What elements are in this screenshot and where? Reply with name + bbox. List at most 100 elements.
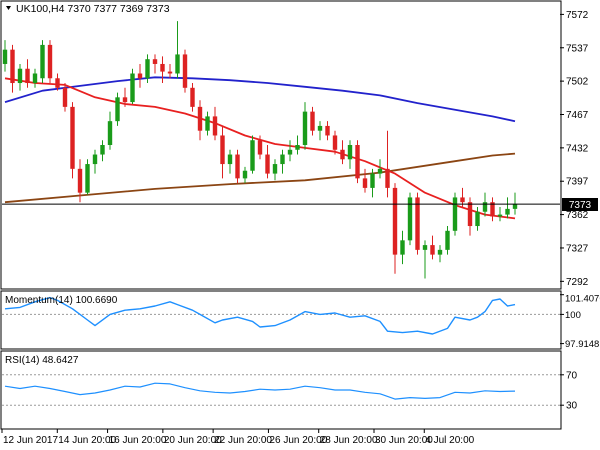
- candle: [107, 111, 113, 150]
- price-tick-label: 7467: [566, 110, 589, 121]
- price-tick: 7502: [560, 77, 589, 88]
- price-tick-label: 7572: [566, 10, 589, 21]
- candle: [445, 226, 450, 255]
- candle: [242, 166, 248, 184]
- candle-body: [167, 71, 173, 74]
- candle-body: [242, 170, 248, 179]
- candle-body: [265, 154, 270, 174]
- candle-body: [482, 202, 488, 212]
- momentum-line: [4, 296, 516, 335]
- slow-moving-average: [4, 152, 516, 204]
- candle-body: [107, 121, 113, 145]
- candle: [70, 102, 75, 179]
- candle-body: [445, 230, 450, 250]
- candle-body: [92, 154, 98, 165]
- candle-body: [362, 178, 368, 188]
- rsi-axis-ticks: 70 30: [560, 370, 578, 412]
- time-tick-label: 26 Jun 20:00: [269, 435, 327, 446]
- price-tick-label: 7292: [566, 277, 589, 288]
- candle-body: [175, 54, 180, 74]
- time-tick-label: 4 Jul 20:00: [425, 435, 474, 446]
- candle: [265, 145, 270, 179]
- time-tick: 28 Jun 20:00: [318, 429, 378, 446]
- candle-body: [77, 168, 83, 193]
- candle: [55, 73, 60, 91]
- time-tick-label: 14 Jun 20:00: [58, 435, 116, 446]
- price-tick: 7327: [560, 243, 589, 254]
- rsi-label: RSI(14) 48.6427: [5, 355, 79, 366]
- candle: [302, 102, 308, 150]
- candle: [490, 197, 495, 222]
- candle: [122, 87, 128, 107]
- candle: [145, 54, 150, 84]
- candle-body: [115, 97, 120, 122]
- price-tick: 7537: [560, 43, 589, 54]
- candle-body: [100, 145, 105, 155]
- candle-body: [25, 68, 30, 84]
- candle-body: [197, 106, 203, 131]
- price-tick-label: 7537: [566, 43, 589, 54]
- candle: [385, 130, 390, 198]
- collapse-triangle-icon[interactable]: [6, 6, 11, 10]
- candle-body: [355, 145, 360, 179]
- price-tick: 7397: [560, 177, 589, 188]
- candle-body: [235, 154, 240, 179]
- last-price-label: 7373: [569, 200, 592, 211]
- rsi-tick-label: 30: [566, 401, 578, 412]
- candle-body: [152, 59, 158, 64]
- candle-body: [190, 87, 195, 107]
- candle: [317, 121, 323, 141]
- candle: [182, 49, 188, 93]
- candle: [92, 149, 98, 174]
- candle-body: [55, 78, 60, 88]
- rsi-pane[interactable]: 70 30 RSI(14) 48.6427: [0, 350, 578, 430]
- candle: [287, 140, 293, 162]
- momentum-pane[interactable]: 101.4076 100 97.9148 Momentum(14) 100.6690: [0, 290, 600, 350]
- candle: [392, 183, 398, 274]
- candle-body: [220, 135, 225, 165]
- time-tick-label: 16 Jun 20:00: [109, 435, 167, 446]
- candle-body: [490, 202, 495, 217]
- candle-body: [467, 202, 473, 227]
- candle-body: [40, 44, 45, 79]
- candle-body: [325, 125, 330, 136]
- time-tick-label: 20 Jun 20:00: [164, 435, 222, 446]
- candle: [325, 121, 330, 141]
- candle-body: [145, 59, 150, 79]
- candle: [422, 240, 428, 279]
- price-axis-ticks: 7572 7537 7502 7467 7432 7397 7362 7327 7292: [560, 10, 589, 288]
- candle: [197, 100, 203, 141]
- candle-body: [392, 187, 398, 255]
- candle: [137, 63, 143, 88]
- candle: [310, 106, 315, 136]
- candle: [85, 159, 90, 195]
- candle-body: [212, 116, 218, 136]
- momentum-tick-label: 97.9148: [565, 339, 599, 350]
- price-tick-label: 7502: [566, 77, 589, 88]
- candle: [362, 168, 368, 193]
- candle-body: [505, 208, 510, 215]
- price-pane[interactable]: 7572 7537 7502 7467 7432 7397 7362 7327 7292 UK1…: [0, 0, 598, 290]
- candle: [152, 54, 158, 74]
- candle-body: [287, 149, 293, 155]
- price-tick: 7292: [560, 277, 589, 288]
- candle: [475, 206, 480, 231]
- candle-body: [205, 116, 210, 131]
- momentum-label: Momentum(14) 100.6690: [5, 295, 118, 306]
- momentum-tick-label: 100: [565, 310, 581, 321]
- candle: [227, 149, 233, 174]
- candle: [77, 159, 83, 203]
- candle: [355, 140, 360, 184]
- candle-body: [32, 73, 38, 84]
- candle-body: [280, 154, 285, 165]
- candle: [250, 135, 255, 174]
- rsi-tick: 70: [560, 370, 578, 381]
- candle: [272, 159, 278, 181]
- candle: [377, 159, 383, 179]
- candle: [25, 59, 30, 88]
- candle: [62, 83, 68, 112]
- candle: [32, 68, 38, 88]
- candle: [47, 40, 53, 84]
